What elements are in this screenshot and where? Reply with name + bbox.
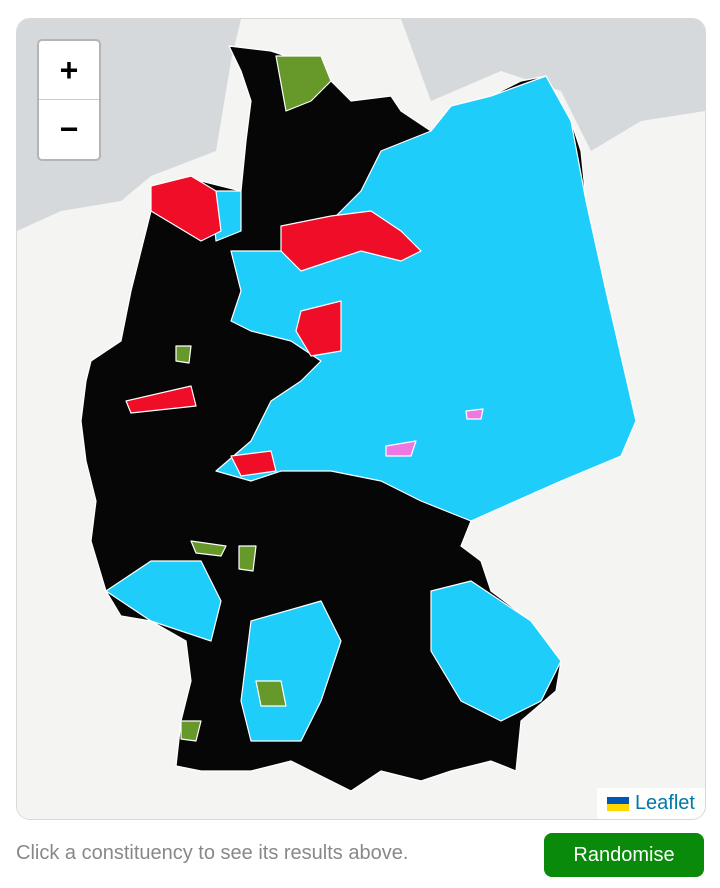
region[interactable] [430,580,562,722]
region[interactable] [295,300,342,357]
region[interactable] [150,175,222,242]
zoom-out[interactable]: − [59,111,79,147]
zoom-control: + − [37,39,101,161]
attribution: Leaflet [596,788,705,819]
instruction: Click a constituency to see its results … [16,842,409,864]
region[interactable] [215,75,637,522]
map-canvas [17,19,705,819]
flag-icon [606,796,629,811]
region[interactable] [230,450,277,477]
region[interactable] [255,680,287,707]
zoom-in[interactable]: + [39,41,99,100]
randomise-button[interactable]: Randomise [544,833,704,877]
region[interactable] [275,55,332,112]
region[interactable] [175,345,192,364]
region[interactable] [238,545,257,572]
map: + − Leaflet [16,18,706,820]
region[interactable] [180,720,202,742]
region[interactable] [125,385,197,414]
region[interactable] [385,440,417,457]
region[interactable] [280,210,422,272]
region[interactable] [105,560,222,642]
region[interactable] [190,540,227,557]
attribution-link[interactable]: Leaflet [634,792,695,814]
region[interactable] [465,408,484,420]
